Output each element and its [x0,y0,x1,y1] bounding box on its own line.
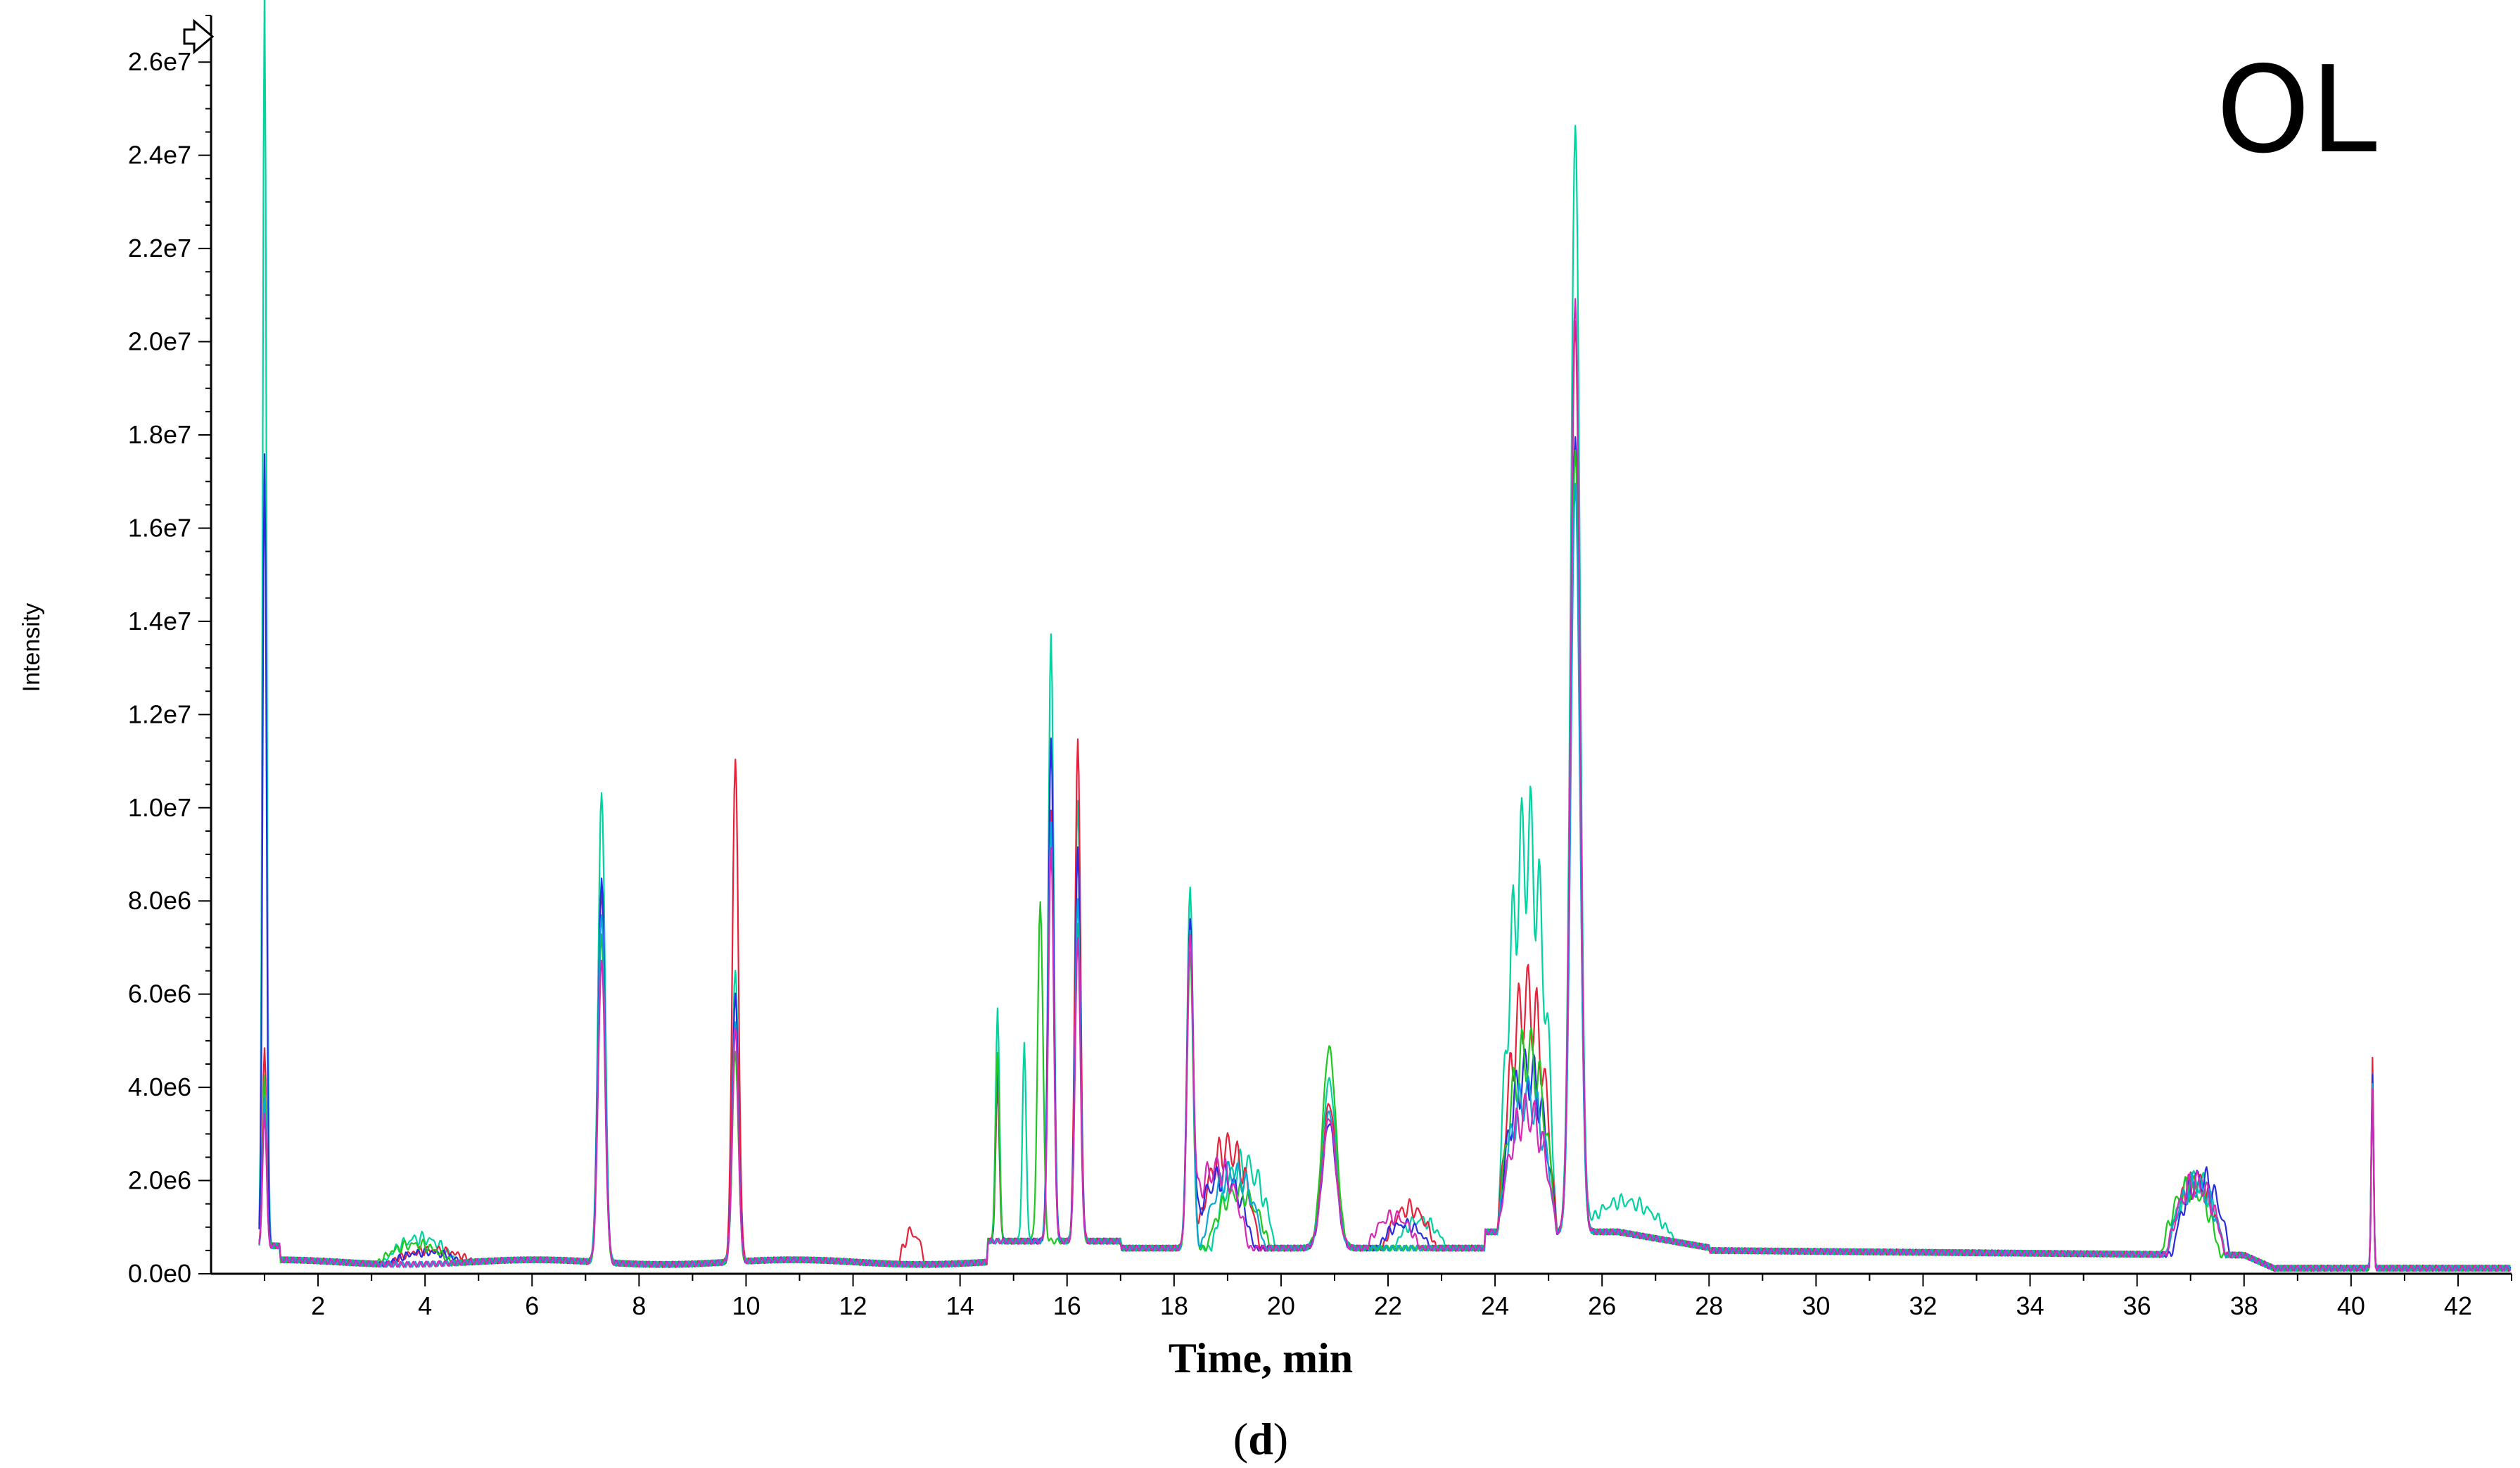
x-tick-label: 4 [418,1291,432,1320]
x-tick-label: 28 [1695,1291,1723,1320]
x-tick-label: 40 [2337,1291,2365,1320]
y-tick-label: 2.0e6 [128,1166,191,1195]
x-tick-label: 10 [732,1291,760,1320]
chromatogram-trace [258,298,2512,1272]
figure-caption: (d) [1233,1414,1288,1464]
y-tick-label: 2.0e7 [128,327,191,356]
y-tick-label: 1.6e7 [128,513,191,542]
x-tick-label: 6 [525,1291,539,1320]
y-tick-label: 6.0e6 [128,980,191,1008]
x-tick-label: 26 [1588,1291,1616,1320]
x-tick-label: 24 [1481,1291,1509,1320]
x-tick-label: 8 [632,1291,646,1320]
x-tick-label: 14 [946,1291,974,1320]
y-tick-label: 1.8e7 [128,420,191,449]
x-tick-label: 34 [2016,1291,2044,1320]
cursor-arrow-icon [183,18,215,55]
chart-axes [210,15,2512,1275]
caption-open-paren: ( [1233,1414,1248,1464]
x-tick-label: 12 [839,1291,867,1320]
y-tick-label: 4.0e6 [128,1072,191,1101]
x-tick-label: 32 [1909,1291,1937,1320]
y-tick-label: 0.0e0 [128,1259,191,1288]
y-tick-label: 8.0e6 [128,886,191,915]
y-tick-label: 1.2e7 [128,700,191,728]
y-tick-label: 1.0e7 [128,793,191,822]
y-tick-label: 2.6e7 [128,47,191,76]
y-tick-label: 2.2e7 [128,234,191,262]
x-axis-ticks: 2 4 6 8 10 12 14 16 18 20 22 24 26 28 30 32 34 36 38 40 42 [264,1274,2512,1320]
chromatogram-trace [258,483,2512,1272]
x-axis-title: Time, min [1169,1335,1353,1381]
y-axis-ticks: 0.0e0 2.0e6 4.0e6 6.0e6 8.0e6 1.0e7 1.2e7 1.4e7… [128,15,211,1288]
x-tick-label: 18 [1160,1291,1188,1320]
panel-label: OL [2216,41,2377,180]
y-tick-label: 2.4e7 [128,141,191,170]
x-tick-label: 20 [1267,1291,1295,1320]
caption-close-paren: ) [1273,1414,1288,1464]
x-tick-label: 38 [2230,1291,2258,1320]
y-tick-label: 1.4e7 [128,607,191,635]
chromatogram-traces [258,0,2512,1272]
x-tick-label: 16 [1053,1291,1081,1320]
x-tick-label: 2 [311,1291,325,1320]
caption-letter: d [1248,1414,1273,1464]
x-tick-label: 36 [2123,1291,2151,1320]
y-axis-title: Intensity [18,603,45,692]
x-tick-label: 22 [1374,1291,1402,1320]
x-tick-label: 42 [2444,1291,2472,1320]
x-tick-label: 30 [1802,1291,1830,1320]
